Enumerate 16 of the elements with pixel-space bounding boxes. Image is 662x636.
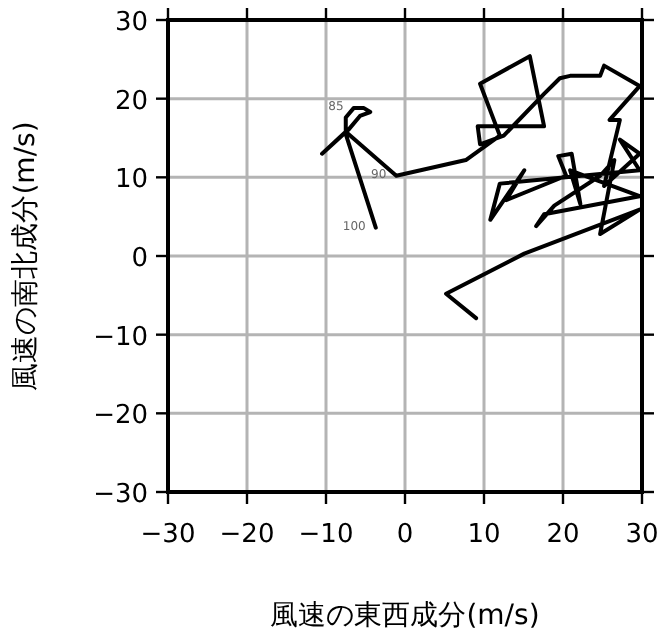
x-tick-label: 30 [625,520,659,550]
x-tick-label: −20 [219,520,275,550]
x-tick-label: −10 [298,520,354,550]
y-tick-label: 0 [131,244,148,274]
y-tick-label: −20 [93,401,148,432]
x-tick-label: 0 [396,520,414,550]
x-tick-label: −30 [140,520,196,550]
x-tick-label: 10 [467,520,501,550]
y-tick-label: −10 [93,322,148,353]
x-axis-title: 風速の東西成分(m/s) [270,600,540,632]
y-tick-label: 10 [114,165,148,196]
y-tick-label: 30 [114,8,148,38]
y-tick-label: −30 [93,480,148,510]
y-axis-title: 風速の南北成分(m/s) [10,121,42,391]
y-tick-label: 20 [114,86,148,117]
x-tick-label: 20 [546,520,580,550]
